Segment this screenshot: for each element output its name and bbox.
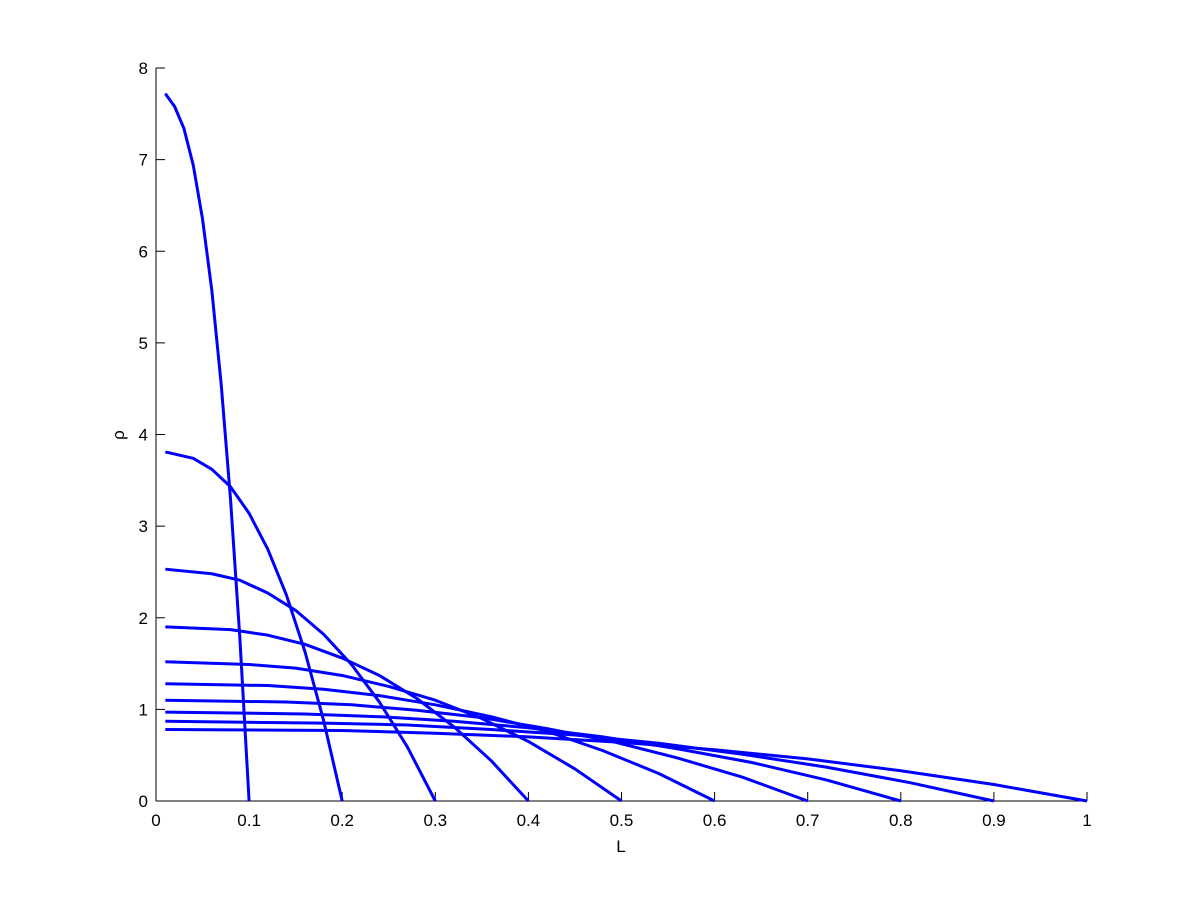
y-tick-label: 3 [139,517,148,536]
x-tick-label: 0.5 [610,811,634,830]
y-tick-label: 4 [139,426,148,445]
line-series [165,710,902,803]
y-tick-label: 5 [139,334,148,353]
y-tick-label: 8 [139,59,148,78]
y-axis-label: ρ [109,430,128,440]
x-tick-label: 0.4 [517,811,541,830]
line-series [165,698,809,803]
y-tick-label: 0 [139,792,148,811]
x-tick-label: 0.8 [889,811,913,830]
y-tick-label: 7 [139,151,148,170]
x-tick-label: 0.6 [703,811,727,830]
line-series [164,450,344,802]
x-axis-label: L [616,837,625,856]
line-series [165,728,1088,803]
line-series [165,719,995,803]
line-series [165,625,530,803]
x-tick-label: 0.3 [423,811,447,830]
line-series [165,682,716,803]
x-tick-label: 0 [151,811,160,830]
y-tick-label: 6 [139,242,148,261]
x-tick-label: 0.9 [982,811,1006,830]
line-series [165,660,623,803]
y-tick-label: 2 [139,609,148,628]
x-tick-label: 0.1 [237,811,261,830]
x-tick-label: 0.7 [796,811,820,830]
x-tick-label: 1 [1082,811,1091,830]
y-tick-label: 1 [139,700,148,719]
line-series [164,92,251,802]
x-tick-label: 0.2 [330,811,354,830]
